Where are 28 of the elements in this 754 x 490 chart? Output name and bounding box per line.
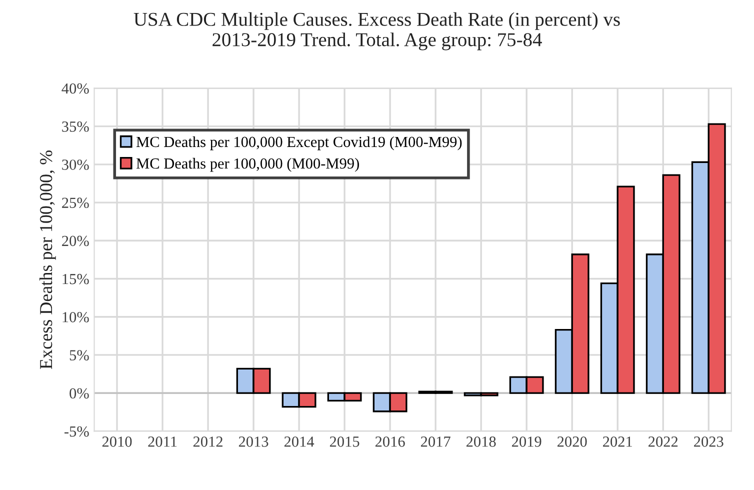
y-tick-label: 35%	[62, 121, 89, 132]
x-tick-label: 2020	[557, 436, 587, 447]
x-tick-label: 2017	[420, 436, 450, 447]
legend-label: MC Deaths per 100,000 (M00-M99)	[136, 158, 359, 172]
x-tick-label: 2011	[148, 436, 177, 447]
y-tick-label: 5%	[70, 350, 89, 360]
x-tick-label: 2016	[375, 436, 405, 447]
y-axis-title: Excess Deaths per 100,000, %	[39, 150, 56, 369]
y-tick-label: 0%	[70, 388, 89, 399]
y-tick-label: 10%	[62, 312, 89, 322]
x-tick-label: 2023	[694, 436, 724, 447]
x-tick-label: 2022	[648, 436, 678, 447]
legend-label: MC Deaths per 100,000 Except Covid19 (M00-M99)	[136, 136, 462, 150]
y-tick-label: 25%	[62, 198, 89, 208]
y-tick-label: 20%	[62, 236, 89, 246]
y-tick-label: 15%	[62, 274, 89, 284]
y-tick-label: 40%	[62, 83, 89, 94]
y-tick-label: 30%	[62, 160, 89, 170]
x-tick-label: 2010	[102, 436, 132, 447]
chart-title: USA CDC Multiple Causes. Excess Death Rate (in percent) vs 2013-2019 Trend. Total. Age group: 75-84	[134, 12, 620, 50]
x-tick-label: 2019	[512, 436, 542, 447]
x-tick-label: 2012	[193, 436, 222, 447]
x-tick-label: 2021	[603, 436, 632, 447]
x-tick-label: 2013	[238, 436, 268, 447]
x-tick-label: 2018	[466, 436, 496, 447]
x-tick-label: 2015	[330, 436, 360, 447]
y-tick-label: -5%	[64, 426, 89, 437]
x-tick-label: 2014	[284, 436, 314, 447]
